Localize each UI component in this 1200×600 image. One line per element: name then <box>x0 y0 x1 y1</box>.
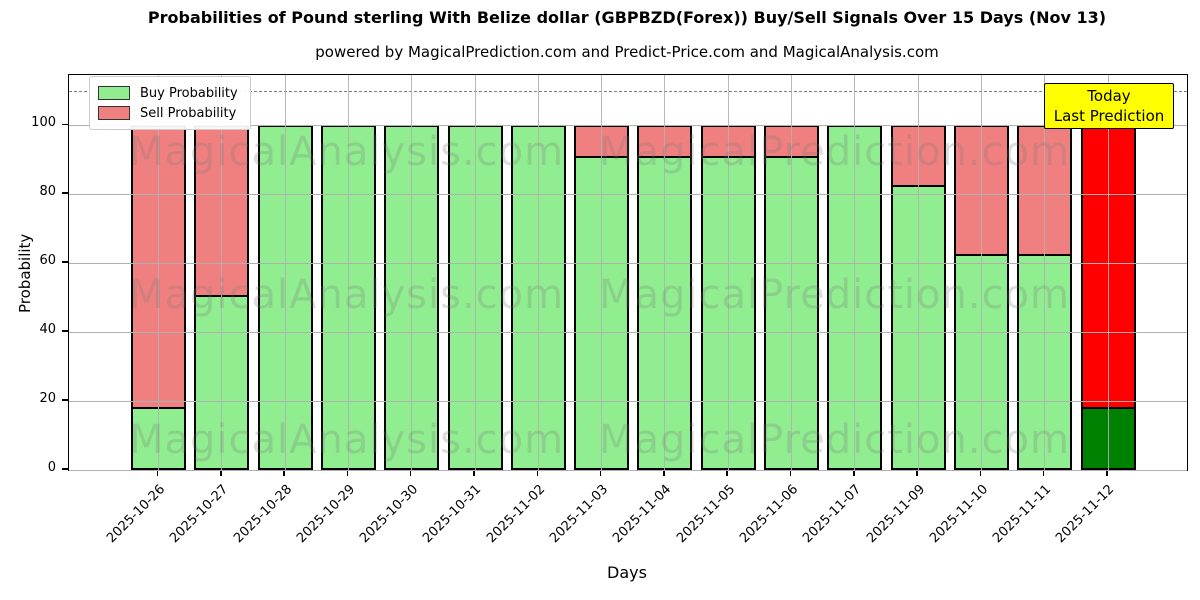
vertical-gridline <box>791 75 792 470</box>
watermark-magicalprediction: MagicalPrediction.com <box>599 272 1070 318</box>
x-tick-mark <box>536 470 539 476</box>
chart-subtitle: powered by MagicalPrediction.com and Pre… <box>315 43 939 61</box>
y-tick-mark <box>62 468 68 470</box>
y-tick-mark <box>62 330 68 332</box>
vertical-gridline <box>537 75 539 470</box>
x-tick-mark <box>916 470 918 476</box>
vertical-gridline <box>980 75 982 470</box>
vertical-gridline <box>1044 75 1046 470</box>
horizontal-gridline <box>69 470 1187 471</box>
x-tick-label: 2025-11-12 <box>1053 482 1118 547</box>
x-tick-mark <box>156 470 159 476</box>
horizontal-gridline <box>69 332 1187 334</box>
x-tick-label-wrap: 2025-11-12 <box>887 478 1118 546</box>
y-tick-label: 40 <box>39 322 56 338</box>
today-annotation-box: Today Last Prediction <box>1044 83 1174 129</box>
x-tick-mark <box>726 470 728 476</box>
x-tick-mark <box>409 470 412 476</box>
x-tick-mark <box>979 470 982 476</box>
vertical-gridline <box>221 75 223 470</box>
x-tick-mark <box>473 470 475 476</box>
vertical-gridline <box>917 75 919 470</box>
x-tick-mark <box>1042 470 1045 476</box>
x-tick-mark <box>220 470 222 476</box>
horizontal-gridline <box>69 401 1187 403</box>
vertical-gridline <box>664 75 666 470</box>
legend-item-buy: Buy Probability <box>98 83 242 103</box>
vertical-gridline <box>284 75 286 470</box>
plot-area: Buy Probability Sell Probability Today L… <box>68 74 1188 471</box>
x-axis-label: Days <box>607 563 647 582</box>
y-tick-mark <box>62 192 68 194</box>
today-annotation-line2: Last Prediction <box>1053 107 1165 125</box>
y-tick-mark <box>62 123 68 126</box>
x-tick-mark <box>1106 470 1108 476</box>
horizontal-gridline <box>69 263 1187 265</box>
x-tick-mark <box>346 470 349 476</box>
watermark-magicalanalysis: MagicalAnalysis.com <box>129 417 565 463</box>
legend-label-buy: Buy Probability <box>140 85 238 101</box>
vertical-gridline <box>1107 75 1109 470</box>
vertical-gridline <box>158 75 159 470</box>
x-tick-mark <box>853 470 855 476</box>
vertical-gridline <box>474 75 476 470</box>
x-tick-mark <box>599 470 602 476</box>
x-tick-mark <box>283 470 285 476</box>
y-tick-mark <box>62 399 68 401</box>
horizontal-gridline <box>69 125 1187 127</box>
vertical-gridline <box>347 75 349 470</box>
y-tick-label: 100 <box>31 115 56 131</box>
watermark-magicalanalysis: MagicalAnalysis.com <box>129 272 565 318</box>
y-axis-label: Probability <box>16 233 34 313</box>
x-tick-mark <box>789 470 792 476</box>
x-tick-mark <box>663 470 665 476</box>
sell-color-swatch <box>98 106 130 120</box>
y-tick-label: 0 <box>47 460 56 475</box>
upper-dashed-guide-line <box>69 90 1187 92</box>
y-tick-label: 20 <box>39 391 56 407</box>
y-tick-label: 80 <box>39 184 56 200</box>
watermark-magicalprediction: MagicalPrediction.com <box>599 417 1070 463</box>
chart-title: Probabilities of Pound sterling With Bel… <box>147 8 1107 27</box>
horizontal-gridline <box>69 194 1187 196</box>
vertical-gridline <box>854 75 856 470</box>
legend: Buy Probability Sell Probability <box>89 76 251 130</box>
today-annotation-line1: Today <box>1087 87 1131 105</box>
legend-label-sell: Sell Probability <box>140 105 237 121</box>
legend-item-sell: Sell Probability <box>98 103 242 123</box>
watermark-magicalanalysis: MagicalAnalysis.com <box>129 129 565 175</box>
y-tick-mark <box>62 261 68 263</box>
vertical-gridline <box>411 75 413 470</box>
vertical-gridline <box>727 75 729 470</box>
watermark-magicalprediction: MagicalPrediction.com <box>599 129 1070 175</box>
buy-color-swatch <box>98 86 130 100</box>
y-tick-label: 60 <box>39 253 56 269</box>
vertical-gridline <box>601 75 603 470</box>
